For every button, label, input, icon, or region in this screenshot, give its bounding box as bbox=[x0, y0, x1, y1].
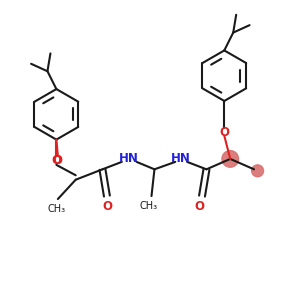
Circle shape bbox=[222, 151, 238, 167]
Text: O: O bbox=[194, 200, 204, 213]
Text: O: O bbox=[219, 126, 229, 139]
Text: HN: HN bbox=[119, 152, 139, 165]
Text: HN: HN bbox=[171, 152, 191, 165]
Text: O: O bbox=[53, 154, 63, 167]
Text: O: O bbox=[102, 200, 112, 213]
Text: O: O bbox=[51, 154, 62, 167]
Text: CH₃: CH₃ bbox=[47, 204, 65, 214]
Circle shape bbox=[252, 165, 263, 177]
Text: CH₃: CH₃ bbox=[140, 202, 158, 212]
